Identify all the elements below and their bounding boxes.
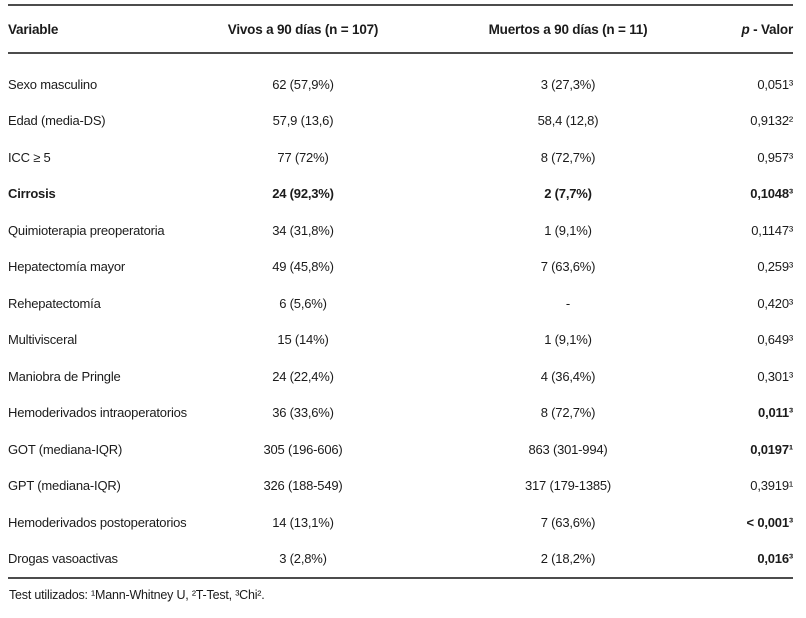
cell-muertos: 8 (72,7%) — [540, 149, 596, 165]
col-header-muertos: Muertos a 90 días (n = 11) — [428, 5, 708, 54]
cell-muertos: 317 (179-1385) — [524, 478, 612, 494]
p-italic-label: p — [741, 21, 750, 37]
cell-vivos: 49 (45,8%) — [272, 259, 334, 275]
col-header-vivos: Vivos a 90 días (n = 107) — [178, 5, 428, 54]
cell-vivos: 57,9 (13,6) — [272, 113, 334, 129]
cell-vivos: 3 (2,8%) — [178, 540, 428, 579]
table-row: GOT (mediana-IQR) 305 (196-606) 863 (301… — [8, 431, 793, 468]
cell-pvalue: 0,649³ — [757, 332, 793, 348]
cell-pvalue: 0,1147³ — [751, 222, 793, 238]
results-table: Variable Vivos a 90 días (n = 107) Muert… — [8, 4, 793, 579]
table-row: Rehepatectomía 6 (5,6%) - 0,420³ — [8, 285, 793, 322]
cell-variable: Quimioterapia preoperatoria — [8, 222, 165, 238]
cell-muertos: 3 (27,3%) — [540, 76, 596, 92]
cell-vivos: 34 (31,8%) — [272, 222, 334, 238]
table-row: Hemoderivados postoperatorios 14 (13,1%)… — [8, 504, 793, 541]
cell-pvalue: 0,011³ — [758, 405, 793, 421]
cell-pvalue: 0,0197¹ — [750, 441, 793, 457]
cell-variable: Hemoderivados intraoperatorios — [8, 405, 187, 421]
cell-muertos: 8 (72,7%) — [540, 405, 596, 421]
cell-muertos: 7 (63,6%) — [540, 259, 596, 275]
table-row: Quimioterapia preoperatoria 34 (31,8%) 1… — [8, 212, 793, 249]
cell-variable: Rehepatectomía — [8, 295, 101, 311]
cell-variable: Maniobra de Pringle — [8, 368, 121, 384]
cell-pvalue: 0,1048³ — [750, 186, 793, 202]
cell-muertos: 1 (9,1%) — [544, 332, 592, 348]
cell-muertos: - — [565, 295, 571, 311]
table-row: Sexo masculino 62 (57,9%) 3 (27,3%) 0,05… — [8, 53, 793, 103]
cell-pvalue: < 0,001³ — [746, 514, 794, 530]
cell-variable: Hemoderivados postoperatorios — [8, 514, 187, 530]
cell-pvalue: 0,301³ — [757, 368, 793, 384]
table-row: Cirrosis 24 (92,3%) 2 (7,7%) 0,1048³ — [8, 176, 793, 213]
cell-variable: GPT (mediana-IQR) — [8, 478, 121, 494]
table-row: Edad (media-DS) 57,9 (13,6) 58,4 (12,8) … — [8, 103, 793, 140]
cell-vivos: 326 (188-549) — [263, 478, 343, 494]
footnote: Test utilizados: ¹Mann-Whitney U, ²T-Tes… — [9, 588, 265, 602]
cell-variable: Hepatectomía mayor — [8, 259, 126, 275]
table-row: Hepatectomía mayor 49 (45,8%) 7 (63,6%) … — [8, 249, 793, 286]
col-header-variable: Variable — [8, 5, 178, 54]
cell-muertos: 58,4 (12,8) — [537, 113, 599, 129]
cell-variable: Cirrosis — [8, 186, 56, 202]
cell-pvalue: 0,259³ — [757, 259, 793, 275]
cell-pvalue: 0,420³ — [757, 295, 793, 311]
cell-vivos: 6 (5,6%) — [279, 295, 327, 311]
cell-variable: Drogas vasoactivas — [8, 540, 178, 579]
table-row: ICC ≥ 5 77 (72%) 8 (72,7%) 0,957³ — [8, 139, 793, 176]
cell-variable: Edad (media-DS) — [8, 113, 106, 129]
cell-muertos: 1 (9,1%) — [544, 222, 592, 238]
col-header-pvalor: p - Valor — [708, 5, 793, 54]
table-row: Drogas vasoactivas 3 (2,8%) 2 (18,2%) 0,… — [8, 540, 793, 579]
cell-variable: Sexo masculino — [8, 76, 97, 92]
cell-vivos: 24 (92,3%) — [272, 186, 334, 202]
cell-muertos: 2 (18,2%) — [428, 540, 708, 579]
cell-pvalue: 0,3919¹ — [750, 478, 793, 494]
cell-variable: GOT (mediana-IQR) — [8, 441, 123, 457]
cell-variable: Multivisceral — [8, 332, 77, 348]
cell-vivos: 14 (13,1%) — [272, 514, 334, 530]
cell-muertos: 7 (63,6%) — [540, 514, 596, 530]
cell-vivos: 15 (14%) — [277, 332, 329, 348]
cell-muertos: 4 (36,4%) — [540, 368, 596, 384]
cell-vivos: 305 (196-606) — [263, 441, 343, 457]
cell-vivos: 77 (72%) — [277, 149, 329, 165]
table-row: GPT (mediana-IQR) 326 (188-549) 317 (179… — [8, 468, 793, 505]
table-row: Hemoderivados intraoperatorios 36 (33,6%… — [8, 395, 793, 432]
table-row: Multivisceral 15 (14%) 1 (9,1%) 0,649³ — [8, 322, 793, 359]
table-row: Maniobra de Pringle 24 (22,4%) 4 (36,4%)… — [8, 358, 793, 395]
cell-pvalue: 0,051³ — [757, 76, 793, 92]
cell-vivos: 36 (33,6%) — [272, 405, 334, 421]
cell-pvalue: 0,016³ — [708, 540, 793, 579]
cell-vivos: 24 (22,4%) — [272, 368, 334, 384]
cell-variable: ICC ≥ 5 — [8, 149, 51, 165]
cell-vivos: 62 (57,9%) — [272, 76, 334, 92]
header-row: Variable Vivos a 90 días (n = 107) Muert… — [8, 5, 793, 54]
cell-pvalue: 0,9132² — [750, 113, 793, 129]
p-rest-label: - Valor — [749, 21, 793, 37]
cell-muertos: 2 (7,7%) — [544, 186, 592, 202]
cell-muertos: 863 (301-994) — [528, 441, 608, 457]
cell-pvalue: 0,957³ — [757, 149, 793, 165]
